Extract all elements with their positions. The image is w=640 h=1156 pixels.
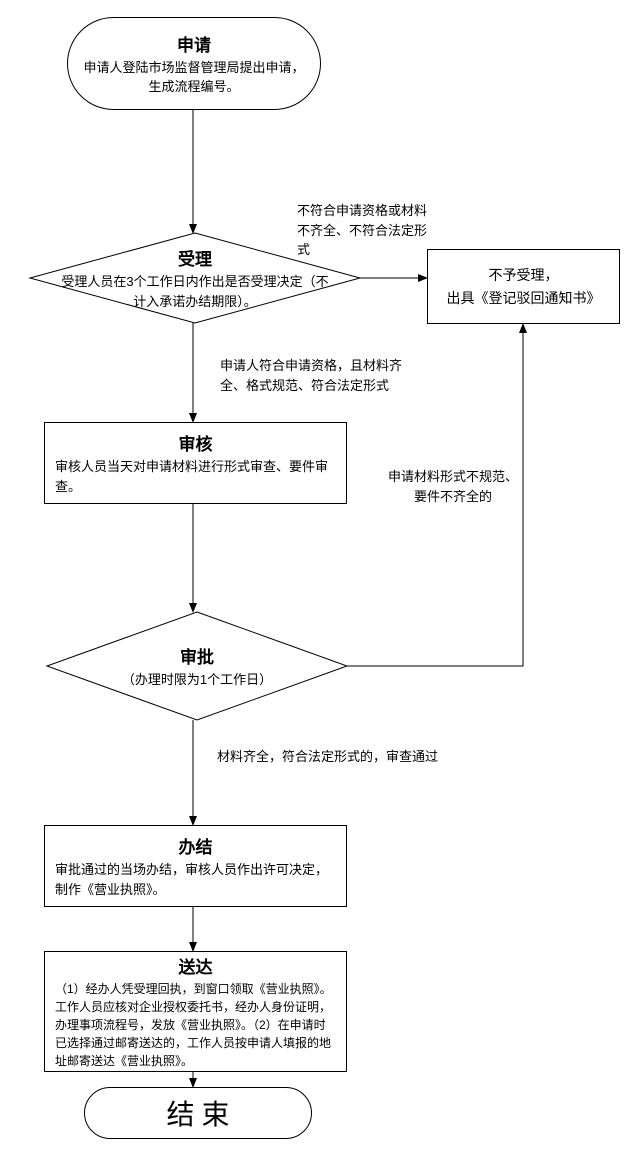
node-apply-desc: 申请人登陆市场监督管理局提出申请，生成流程编号。 bbox=[68, 58, 320, 97]
node-apply-title: 申请 bbox=[177, 31, 211, 56]
node-reject-line1: 不予受理， bbox=[489, 264, 559, 286]
node-deliver: 送达 （1）经办人凭受理回执，到窗口领取《营业执照》。工作人员应核对企业授权委托… bbox=[44, 951, 347, 1072]
node-accept-title: 受理 bbox=[178, 245, 212, 270]
node-review-title: 审核 bbox=[179, 430, 213, 455]
label-accept-to-reject: 不符合申请资格或材料不齐全、不符合法定形式 bbox=[297, 201, 432, 260]
node-reject: 不予受理， 出具《登记驳回通知书》 bbox=[427, 249, 620, 324]
node-review-desc: 审核人员当天对申请材料进行形式审查、要件审查。 bbox=[45, 457, 346, 496]
node-approve-title: 审批 bbox=[180, 643, 214, 668]
node-accept-desc: 受理人员在3个工作日内作出是否受理决定（不计入承诺办结期限）。 bbox=[30, 272, 360, 311]
node-deliver-desc: （1）经办人凭受理回执，到窗口领取《营业执照》。工作人员应核对企业授权委托书，经… bbox=[45, 980, 346, 1070]
node-end: 结 束 bbox=[84, 1087, 312, 1139]
node-review: 审核 审核人员当天对申请材料进行形式审查、要件审查。 bbox=[44, 422, 347, 504]
node-complete: 办结 审批通过的当场办结，审核人员作出许可决定，制作《营业执照》。 bbox=[44, 825, 347, 907]
node-approve-desc: （办理时限为1个工作日） bbox=[112, 670, 282, 690]
node-deliver-title: 送达 bbox=[179, 953, 213, 978]
node-apply: 申请 申请人登陆市场监督管理局提出申请，生成流程编号。 bbox=[67, 17, 321, 110]
node-complete-title: 办结 bbox=[179, 833, 213, 858]
node-reject-line2: 出具《登记驳回通知书》 bbox=[447, 287, 601, 309]
label-review-to-reject: 申请材料形式不规范、要件不齐全的 bbox=[383, 467, 523, 506]
label-accept-to-review: 申请人符合申请资格，且材料齐全、格式规范、符合法定形式 bbox=[220, 356, 420, 395]
node-complete-desc: 审批通过的当场办结，审核人员作出许可决定，制作《营业执照》。 bbox=[45, 860, 346, 899]
node-end-title: 结 束 bbox=[166, 1093, 229, 1133]
node-approve: 审批 （办理时限为1个工作日） bbox=[47, 612, 347, 720]
label-approve-to-complete: 材料齐全，符合法定形式的，审查通过 bbox=[215, 747, 440, 767]
